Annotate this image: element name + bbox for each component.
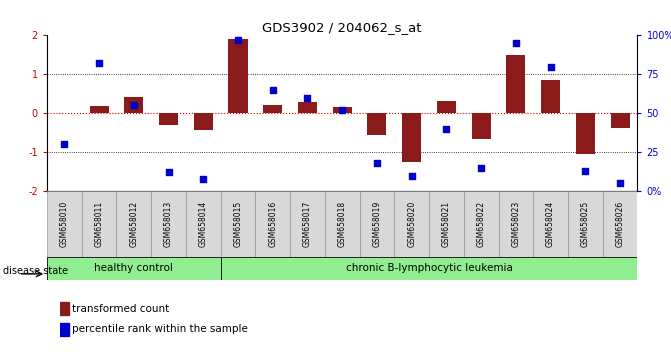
Text: GSM658021: GSM658021	[442, 201, 451, 247]
Text: GSM658026: GSM658026	[615, 201, 625, 247]
FancyBboxPatch shape	[499, 191, 533, 257]
Point	[128, 103, 139, 108]
FancyBboxPatch shape	[533, 191, 568, 257]
FancyBboxPatch shape	[151, 191, 186, 257]
Point	[198, 176, 209, 182]
Point	[337, 107, 348, 113]
Text: GSM658020: GSM658020	[407, 201, 416, 247]
Bar	[368, 113, 386, 135]
Bar	[333, 107, 352, 113]
FancyBboxPatch shape	[395, 191, 429, 257]
FancyBboxPatch shape	[256, 191, 290, 257]
Text: GSM658017: GSM658017	[303, 201, 312, 247]
FancyBboxPatch shape	[360, 191, 395, 257]
Bar	[124, 97, 144, 113]
Point	[163, 170, 174, 175]
Text: GSM658016: GSM658016	[268, 201, 277, 247]
FancyBboxPatch shape	[47, 191, 82, 257]
Point	[59, 142, 70, 147]
Bar	[402, 113, 421, 162]
FancyBboxPatch shape	[325, 191, 360, 257]
FancyBboxPatch shape	[82, 191, 117, 257]
Text: GSM658025: GSM658025	[581, 201, 590, 247]
Point	[511, 40, 521, 46]
FancyBboxPatch shape	[603, 191, 637, 257]
Point	[546, 64, 556, 69]
Point	[372, 160, 382, 166]
FancyBboxPatch shape	[221, 257, 637, 280]
Text: GSM658019: GSM658019	[372, 201, 381, 247]
Point	[615, 181, 625, 186]
FancyBboxPatch shape	[464, 191, 499, 257]
FancyBboxPatch shape	[117, 191, 151, 257]
Point	[441, 126, 452, 132]
FancyBboxPatch shape	[290, 191, 325, 257]
Text: GSM658014: GSM658014	[199, 201, 208, 247]
Bar	[611, 113, 629, 128]
Bar	[60, 323, 69, 336]
Point	[233, 37, 244, 43]
FancyBboxPatch shape	[568, 191, 603, 257]
Text: GSM658022: GSM658022	[476, 201, 486, 247]
Bar	[263, 105, 282, 113]
Bar	[541, 80, 560, 113]
Text: percentile rank within the sample: percentile rank within the sample	[72, 324, 248, 334]
Point	[580, 168, 590, 174]
Point	[407, 173, 417, 178]
Text: GSM658023: GSM658023	[511, 201, 521, 247]
Text: GSM658024: GSM658024	[546, 201, 555, 247]
Text: disease state: disease state	[3, 266, 68, 276]
Bar	[228, 39, 248, 113]
Bar	[60, 302, 69, 315]
FancyBboxPatch shape	[47, 257, 221, 280]
Point	[476, 165, 486, 171]
FancyBboxPatch shape	[429, 191, 464, 257]
Text: GSM658011: GSM658011	[95, 201, 103, 247]
Bar	[507, 55, 525, 113]
Title: GDS3902 / 204062_s_at: GDS3902 / 204062_s_at	[262, 21, 422, 34]
Text: GSM658012: GSM658012	[130, 201, 138, 247]
Bar	[89, 106, 109, 113]
Bar	[576, 113, 595, 154]
Point	[302, 95, 313, 101]
Text: chronic B-lymphocytic leukemia: chronic B-lymphocytic leukemia	[346, 263, 513, 273]
Text: healthy control: healthy control	[95, 263, 173, 273]
Text: GSM658015: GSM658015	[234, 201, 242, 247]
Point	[267, 87, 278, 93]
Text: GSM658013: GSM658013	[164, 201, 173, 247]
Point	[94, 61, 105, 66]
Bar	[194, 113, 213, 130]
Bar	[159, 113, 178, 125]
Bar	[437, 101, 456, 113]
Bar	[298, 102, 317, 113]
Text: GSM658010: GSM658010	[60, 201, 69, 247]
Text: GSM658018: GSM658018	[338, 201, 347, 247]
FancyBboxPatch shape	[221, 191, 256, 257]
Bar	[472, 113, 491, 138]
FancyBboxPatch shape	[186, 191, 221, 257]
Text: transformed count: transformed count	[72, 304, 170, 314]
